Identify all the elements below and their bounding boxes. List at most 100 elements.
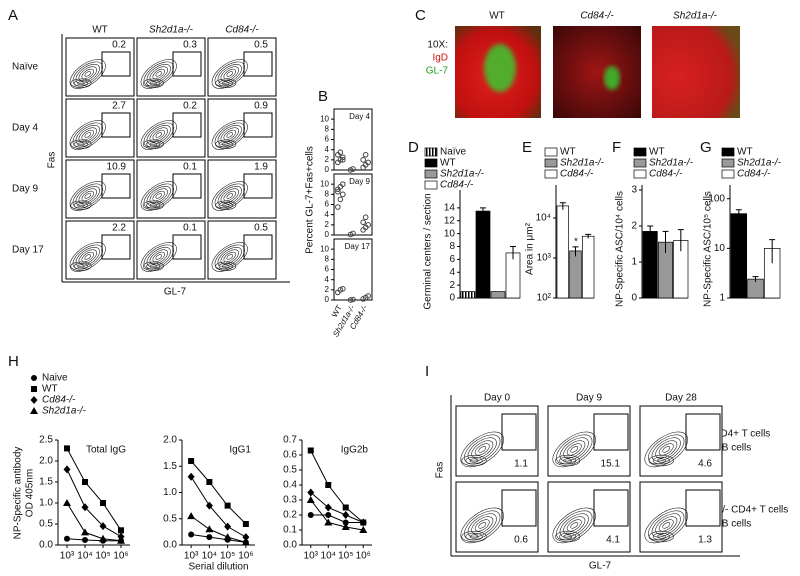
gate-value: 0.1 (183, 162, 197, 173)
contour (70, 200, 92, 210)
axis-label: NP-Specific ASC/10⁵ cells (703, 191, 714, 307)
contour (217, 124, 242, 145)
y-tick-label: 1.5 (163, 461, 177, 472)
contour (471, 516, 494, 535)
y-tick-label: 1.5 (39, 477, 53, 488)
contour (465, 456, 483, 465)
error-bar (662, 230, 669, 253)
error-bar (769, 239, 776, 264)
series-line (190, 515, 247, 543)
y-tick-label: 0.6 (283, 450, 297, 461)
marker (63, 499, 71, 506)
legend-label: WT (737, 147, 753, 158)
contour (218, 141, 233, 148)
gate (172, 173, 202, 199)
flow-plot (136, 98, 206, 158)
contour (149, 81, 158, 85)
contour (75, 246, 100, 267)
y-tick-label: 14 (444, 203, 456, 214)
contour (75, 185, 100, 206)
marker (359, 518, 367, 527)
gate-value: 2.2 (112, 223, 126, 234)
gate-value: 0.1 (183, 223, 197, 234)
data-point (347, 231, 354, 238)
flow-plot (136, 159, 206, 219)
marker (205, 501, 213, 510)
flow-plot (547, 405, 631, 477)
y-tick-label: 4 (325, 145, 330, 154)
contour (70, 261, 92, 271)
x-tick-label: 10⁶ (356, 551, 371, 562)
contour (474, 443, 490, 456)
contour (221, 203, 230, 207)
column-header: Sh2d1a-/- (673, 11, 718, 22)
legend-label: 10X: (427, 40, 448, 51)
contour (226, 132, 234, 138)
contour (467, 437, 497, 462)
contour (142, 139, 164, 149)
panel-letter: A (8, 7, 18, 24)
marker (187, 512, 196, 520)
marker (324, 503, 332, 512)
marker (205, 525, 214, 533)
data-point (350, 230, 356, 237)
panel-letter: I (425, 363, 429, 380)
data-point (365, 159, 371, 166)
y-tick-label: 0.2 (283, 510, 297, 521)
contour (73, 263, 89, 270)
panel-title: Day 4 (349, 112, 370, 121)
y-tick-label: 10 (320, 114, 329, 123)
marker (82, 479, 88, 485)
data-point (337, 287, 344, 293)
data-point (337, 149, 344, 156)
contour (81, 251, 94, 263)
y-tick-label: 0.1 (283, 525, 297, 536)
y-tick-label: 1.0 (163, 487, 177, 498)
axis-label: NP-Specific antibody (13, 447, 24, 540)
contour (215, 78, 237, 88)
data-point (335, 204, 341, 210)
data-point (340, 181, 346, 187)
contour (69, 120, 106, 150)
column-header: Cd84-/- (225, 25, 259, 36)
contour (77, 81, 85, 85)
contour (146, 246, 171, 267)
gate (685, 413, 721, 451)
contour (226, 71, 234, 77)
legend-label: IgD (432, 53, 448, 64)
series-line (190, 476, 247, 538)
legend-label: Sh2d1a-/- (737, 158, 782, 169)
bar (581, 235, 595, 299)
legend-label: WT (440, 158, 456, 169)
y-tick-label: 8 (325, 189, 330, 198)
contour (215, 261, 237, 271)
marker (118, 527, 124, 534)
marker (81, 503, 89, 512)
y-tick-label: 10² (537, 293, 552, 304)
chart-title: IgG2b (341, 445, 369, 456)
contour (149, 249, 168, 265)
y-tick-label: 4 (449, 267, 455, 278)
contour (559, 456, 577, 465)
gate (172, 51, 202, 77)
contour (149, 188, 168, 204)
legend-swatch (544, 158, 558, 168)
marker (206, 479, 213, 485)
contour (84, 193, 92, 199)
x-tick-label: 10⁶ (238, 551, 253, 562)
contour (556, 434, 593, 465)
y-tick-label: 1 (719, 293, 725, 304)
row-label: WT CD4+ T cells (695, 429, 770, 440)
y-tick-label: 1 (631, 257, 637, 268)
contour (220, 66, 239, 82)
contour (149, 264, 158, 268)
contour (152, 68, 165, 80)
flow-plot (639, 405, 723, 477)
marker (224, 502, 231, 509)
marker (307, 512, 314, 518)
y-tick-label: 0 (325, 295, 330, 304)
gate (243, 234, 273, 260)
legend-label: Cd84-/- (737, 169, 771, 180)
data-point (365, 222, 371, 228)
legend-swatch (424, 169, 438, 179)
